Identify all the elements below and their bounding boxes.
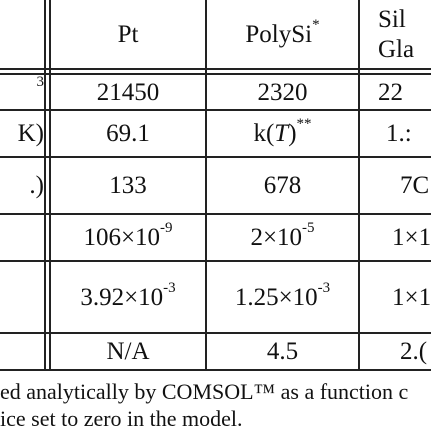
- cell-polysi-row-6: 4.5: [266, 338, 299, 365]
- cell-pt-row-5-base: 3.92×10: [80, 283, 164, 311]
- table-rule-double-left-b: [49, 0, 51, 371]
- cell-silica-row-1: 22: [378, 78, 403, 106]
- header-pt-label: Pt: [117, 20, 139, 48]
- cell-pt-row-4: 106×10 -9: [51, 215, 205, 260]
- cell-polysi-row-4: 2×10 -5: [207, 215, 358, 260]
- cell-pt-row-1: 21450: [96, 78, 160, 106]
- table-rule-row-4: [0, 260, 431, 262]
- cell-polysi-row-5-exponent: -3: [317, 279, 331, 296]
- cell-pt-row-4-base: 106×10: [83, 224, 161, 251]
- header-polysi-footnote-mark: *: [312, 16, 320, 33]
- cell-polysi-row-1: 2320: [257, 78, 308, 106]
- table-rule-double-left-a: [44, 0, 46, 371]
- cell-polysi-row-5-base: 1.25×10: [234, 283, 318, 311]
- cell-pt-row-4-exponent: -9: [160, 220, 173, 236]
- table-rule-header-a: [0, 68, 431, 70]
- cell-polysi-row-3: 678: [263, 172, 302, 199]
- cell-polysi-row-4-base: 2×10: [250, 224, 303, 251]
- header-silica-line1: Sil: [378, 5, 406, 33]
- cell-pt-row-2: 69.1: [106, 120, 150, 147]
- footnote-line-1: ed analytically by COMSOL™ as a function…: [0, 379, 409, 404]
- header-silica: Sil Gla: [360, 0, 431, 68]
- table-rule-col-3: [358, 0, 360, 371]
- cell-silica-row-6: 2.(: [400, 338, 428, 365]
- row-label-1: 3: [36, 73, 45, 90]
- cell-pt-row-5-exponent: -3: [163, 279, 176, 296]
- cell-silica-row-3: 7C: [400, 172, 430, 199]
- cell-polysi-row-2: k(T) **: [207, 111, 358, 156]
- table-rule-row-5: [0, 332, 431, 334]
- table-rule-col-2: [205, 0, 207, 371]
- cell-polysi-row-5: 1.25×10 -3: [207, 262, 358, 332]
- cell-polysi-row-4-exponent: -5: [302, 220, 315, 236]
- header-silica-line2: Gla: [378, 35, 415, 63]
- cell-polysi-row-2-suffix: ): [288, 120, 297, 147]
- table-rule-row-3: [0, 213, 431, 215]
- row-label-3: .): [29, 172, 44, 199]
- table-rule-bottom: [0, 369, 431, 371]
- header-polysi-label: PolySi: [245, 20, 313, 48]
- table-rule-row-1: [0, 109, 431, 111]
- table-rule-row-2: [0, 156, 431, 158]
- cell-pt-row-5: 3.92×10 -3: [51, 262, 205, 332]
- header-pt: Pt: [51, 0, 205, 68]
- cell-pt-row-6: N/A: [106, 338, 150, 365]
- cell-silica-row-5: 1×1: [392, 283, 431, 311]
- cell-polysi-row-2-prefix: k(: [253, 120, 275, 147]
- cell-polysi-row-2-footnote-mark: **: [296, 116, 312, 132]
- table-rule-header-b: [0, 73, 431, 75]
- row-label-2: K): [17, 120, 44, 147]
- footnote-line-2: ice set to zero in the model.: [0, 406, 243, 431]
- cell-polysi-row-2-variable: T: [274, 120, 289, 147]
- header-polysi: PolySi *: [207, 0, 358, 68]
- cell-silica-row-2: 1.:: [386, 120, 412, 147]
- cell-silica-row-4: 1×1: [392, 224, 431, 251]
- cell-pt-row-3: 133: [109, 172, 147, 199]
